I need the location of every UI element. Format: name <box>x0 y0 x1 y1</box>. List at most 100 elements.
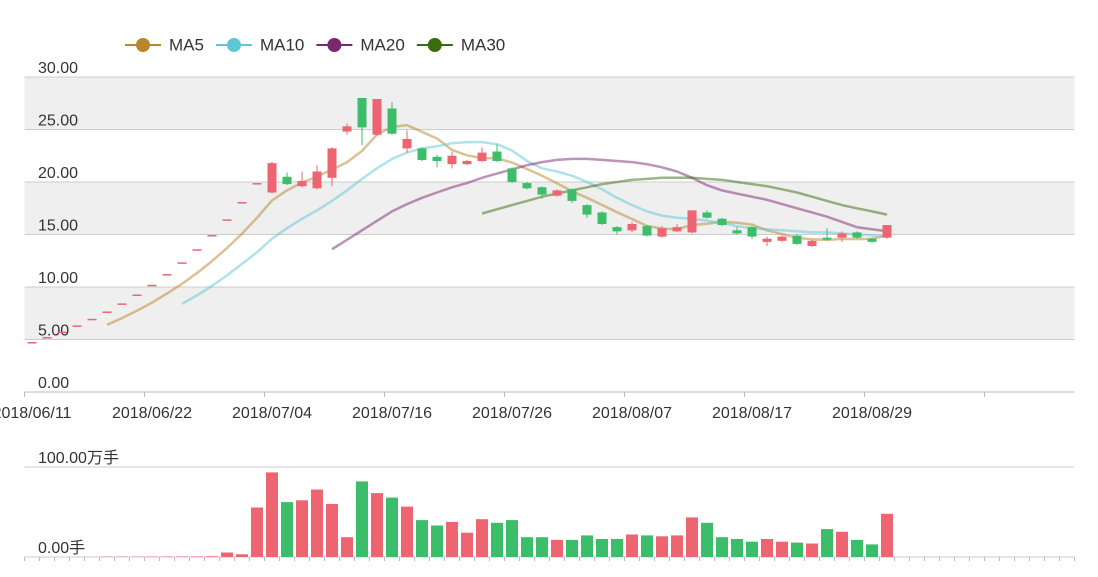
candle-body <box>192 249 202 251</box>
x-tick-label: 2018/07/04 <box>232 405 312 422</box>
candle-body <box>117 303 127 305</box>
candle-body <box>687 210 697 233</box>
candle-body <box>312 171 322 189</box>
volume-bar <box>401 506 413 557</box>
candle-body <box>447 155 457 165</box>
candle-body <box>387 108 397 134</box>
candle-body <box>162 274 172 276</box>
volume-bar <box>746 541 758 557</box>
volume-bar <box>461 532 473 557</box>
volume-bar <box>776 541 788 557</box>
grid-band <box>24 182 1075 235</box>
volume-bar <box>701 522 713 557</box>
y-tick-label: 15.00 <box>38 218 78 235</box>
candle-body <box>702 212 712 218</box>
candle-body <box>327 148 337 178</box>
volume-bar <box>851 539 863 557</box>
volume-bar <box>236 554 248 557</box>
candle-body <box>627 224 637 231</box>
candle-body <box>732 230 742 234</box>
candle-body <box>867 238 877 242</box>
volume-bar <box>386 497 398 557</box>
candle-body <box>342 126 352 132</box>
legend-label: MA30 <box>461 35 505 54</box>
volume-bar <box>551 539 563 557</box>
volume-bar <box>716 537 728 557</box>
volume-bar <box>326 503 338 557</box>
grid-band <box>24 77 1075 130</box>
volume-bar <box>581 535 593 557</box>
candle-body <box>72 325 82 327</box>
x-tick-label: 2018/07/26 <box>472 405 552 422</box>
x-tick-label: 2018/08/29 <box>832 405 912 422</box>
candle-body <box>492 151 502 161</box>
candle-body <box>792 235 802 244</box>
volume-bar <box>686 517 698 557</box>
candle-body <box>777 236 787 241</box>
candle-body <box>882 225 892 238</box>
candle-body <box>87 318 97 321</box>
volume-bar <box>866 544 878 557</box>
y-tick-label: 0.00手 <box>38 539 85 557</box>
candle-body <box>597 212 607 224</box>
x-tick-label: 2018/08/17 <box>712 405 792 422</box>
x-tick-label: 2018/06/11 <box>0 405 72 422</box>
volume-bar <box>626 534 638 557</box>
volume-bar <box>371 493 383 557</box>
y-tick-label: 10.00 <box>38 270 78 287</box>
candle-body <box>282 176 292 185</box>
volume-bar <box>311 489 323 557</box>
candle-body <box>177 262 187 264</box>
y-tick-label: 30.00 <box>38 60 78 77</box>
volume-bar <box>671 535 683 557</box>
candle-body <box>477 152 487 161</box>
candle-body <box>57 331 67 334</box>
candle-body <box>612 227 622 232</box>
volume-bar <box>446 521 458 557</box>
ma-line <box>331 157 888 251</box>
legend-marker <box>136 38 150 52</box>
candle-body <box>462 161 472 165</box>
candle-body <box>642 226 652 236</box>
volume-bar <box>431 525 443 557</box>
volume-bar <box>791 542 803 557</box>
candle-body <box>237 202 247 204</box>
volume-bar <box>506 520 518 557</box>
candle-body <box>432 156 442 161</box>
candle-body <box>207 235 217 237</box>
volume-bar <box>191 556 203 557</box>
candle-body <box>267 163 277 193</box>
x-tick-label: 2018/06/22 <box>112 405 192 422</box>
volume-bar <box>536 537 548 557</box>
volume-bar <box>356 481 368 557</box>
volume-bar <box>281 502 293 557</box>
legend-marker <box>427 38 442 52</box>
candle-body <box>147 284 157 287</box>
candle-body <box>102 311 112 313</box>
y-tick-label: 100.00万手 <box>38 449 119 467</box>
candle-body <box>417 148 427 160</box>
legend-label: MA10 <box>260 35 304 54</box>
candle-body <box>822 237 832 240</box>
candle-body <box>132 294 142 297</box>
candle-body <box>552 190 562 196</box>
volume-bar <box>761 539 773 557</box>
x-tick-label: 2018/07/16 <box>352 405 432 422</box>
volume-bar <box>821 529 833 557</box>
volume-bar <box>641 535 653 557</box>
candle-body <box>537 187 547 195</box>
candle-body <box>507 168 517 182</box>
x-tick-label: 2018/08/07 <box>592 405 672 422</box>
legend-label: MA5 <box>169 35 204 54</box>
legend-marker <box>226 38 241 52</box>
volume-bar <box>836 531 848 557</box>
legend-marker <box>327 38 342 52</box>
volume-bar <box>881 513 893 557</box>
volume-bar <box>521 537 533 557</box>
candle-body <box>522 183 532 189</box>
candle-body <box>582 205 592 215</box>
y-tick-label: 5.00 <box>38 323 69 340</box>
candle-body <box>27 342 37 344</box>
candle-body <box>807 240 817 247</box>
candle-body <box>717 218 727 226</box>
